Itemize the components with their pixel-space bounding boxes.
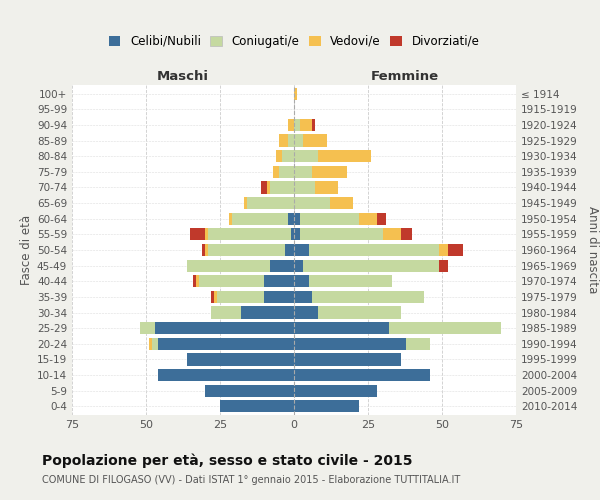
Bar — [439, 260, 448, 272]
Bar — [187, 260, 271, 272]
Bar — [294, 369, 430, 381]
Bar — [276, 150, 282, 162]
Bar — [285, 244, 294, 256]
Bar — [294, 275, 309, 287]
Bar — [288, 134, 294, 146]
Bar — [149, 338, 152, 350]
Bar — [288, 212, 294, 225]
Legend: Celibi/Nubili, Coniugati/e, Vedovi/e, Divorziati/e: Celibi/Nubili, Coniugati/e, Vedovi/e, Di… — [109, 35, 479, 48]
Bar — [312, 119, 315, 131]
Bar — [229, 212, 232, 225]
Bar — [317, 306, 401, 318]
Bar — [155, 322, 294, 334]
Bar — [303, 134, 326, 146]
Bar — [282, 150, 294, 162]
Bar — [401, 228, 412, 240]
Bar — [294, 197, 329, 209]
Bar — [152, 338, 158, 350]
Bar — [294, 400, 359, 412]
Bar — [294, 244, 309, 256]
Bar — [294, 322, 389, 334]
Bar — [187, 354, 294, 366]
Bar — [202, 244, 205, 256]
Bar — [279, 166, 294, 178]
Bar — [265, 275, 294, 287]
Bar — [303, 260, 439, 272]
Bar — [359, 212, 377, 225]
Bar — [220, 400, 294, 412]
Bar — [140, 322, 155, 334]
Bar — [294, 354, 401, 366]
Bar — [241, 306, 294, 318]
Bar — [439, 244, 448, 256]
Bar — [271, 182, 294, 194]
Bar — [294, 166, 312, 178]
Bar — [294, 150, 317, 162]
Bar — [294, 306, 317, 318]
Bar — [312, 291, 424, 303]
Bar — [300, 228, 383, 240]
Bar — [199, 275, 265, 287]
Bar — [158, 369, 294, 381]
Bar — [329, 197, 353, 209]
Bar — [294, 182, 315, 194]
Bar — [317, 150, 371, 162]
Bar — [268, 182, 271, 194]
Bar — [217, 291, 265, 303]
Bar — [377, 212, 386, 225]
Text: Maschi: Maschi — [157, 70, 209, 82]
Y-axis label: Fasce di età: Fasce di età — [20, 215, 33, 285]
Bar — [208, 244, 285, 256]
Bar — [232, 212, 288, 225]
Bar — [294, 228, 300, 240]
Bar — [288, 119, 294, 131]
Bar — [406, 338, 430, 350]
Bar — [312, 166, 347, 178]
Bar — [244, 197, 247, 209]
Bar — [294, 134, 303, 146]
Bar — [300, 119, 312, 131]
Bar — [247, 197, 294, 209]
Bar — [309, 244, 439, 256]
Bar — [294, 212, 300, 225]
Bar — [291, 228, 294, 240]
Bar — [271, 260, 294, 272]
Text: COMUNE DI FILOGASO (VV) - Dati ISTAT 1° gennaio 2015 - Elaborazione TUTTITALIA.I: COMUNE DI FILOGASO (VV) - Dati ISTAT 1° … — [42, 475, 460, 485]
Bar — [294, 291, 312, 303]
Bar — [205, 244, 208, 256]
Bar — [300, 212, 359, 225]
Bar — [273, 166, 279, 178]
Bar — [262, 182, 268, 194]
Bar — [193, 275, 196, 287]
Bar — [309, 275, 392, 287]
Bar — [294, 260, 303, 272]
Bar — [205, 228, 208, 240]
Bar — [389, 322, 501, 334]
Bar — [190, 228, 205, 240]
Bar — [265, 291, 294, 303]
Bar — [279, 134, 288, 146]
Bar — [294, 88, 297, 100]
Bar — [211, 306, 241, 318]
Y-axis label: Anni di nascita: Anni di nascita — [586, 206, 599, 294]
Bar — [214, 291, 217, 303]
Bar — [294, 384, 377, 397]
Bar — [196, 275, 199, 287]
Bar — [211, 291, 214, 303]
Bar — [383, 228, 401, 240]
Bar — [448, 244, 463, 256]
Bar — [208, 228, 291, 240]
Bar — [205, 384, 294, 397]
Bar — [294, 119, 300, 131]
Text: Popolazione per età, sesso e stato civile - 2015: Popolazione per età, sesso e stato civil… — [42, 454, 413, 468]
Bar — [315, 182, 338, 194]
Bar — [294, 338, 406, 350]
Text: Femmine: Femmine — [371, 70, 439, 82]
Bar — [158, 338, 294, 350]
